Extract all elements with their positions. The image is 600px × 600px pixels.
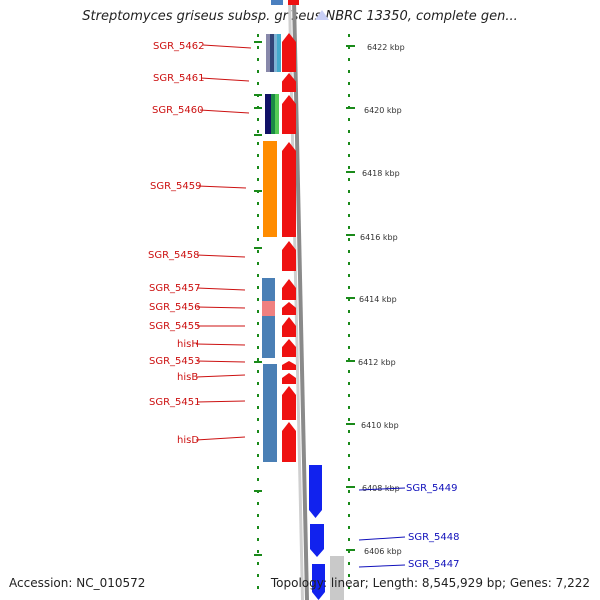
leader-line	[196, 360, 246, 363]
feature-block	[266, 34, 270, 72]
feature-block	[265, 94, 271, 134]
feature-block	[275, 94, 279, 134]
gene-arrow-reverse	[310, 524, 324, 557]
gene-arrow-reverse	[312, 564, 325, 600]
partial-arrow-top	[315, 10, 329, 20]
gene-arrow-forward	[282, 361, 296, 370]
gene-label: SGR_5458	[148, 250, 200, 261]
leader-line	[197, 185, 247, 189]
gene-arrow-forward	[282, 339, 296, 357]
gene-arrow-forward	[282, 33, 296, 72]
gene-label: hisB	[177, 372, 198, 383]
gene-label: hisD	[177, 435, 199, 446]
feature-block	[262, 301, 275, 316]
gene-arrow-forward	[282, 279, 296, 300]
axis-label: 6422 kbp	[367, 43, 405, 52]
feature-block	[274, 34, 277, 72]
axis-label: 6406 kbp	[364, 547, 402, 556]
leader-line	[358, 487, 406, 491]
gene-arrow-forward	[282, 373, 296, 384]
gene-label: SGR_5460	[152, 105, 204, 116]
gene-label: SGR_5461	[153, 73, 205, 84]
axis-label: 6416 kbp	[360, 233, 398, 242]
gene-arrow-forward	[282, 142, 296, 237]
partial-feature-top	[271, 0, 283, 5]
gene-arrow-forward	[282, 317, 296, 337]
leader-line	[195, 374, 246, 378]
gene-label: SGR_5448	[408, 532, 460, 543]
gene-label: SGR_5456	[149, 302, 201, 313]
leader-line	[196, 254, 246, 258]
feature-block	[263, 364, 277, 462]
genome-summary-text: Topology: linear; Length: 8,545,929 bp; …	[270, 576, 590, 590]
genome-title: Streptomyces griseus subsp. griseus NBRC…	[82, 9, 518, 24]
gene-label: SGR_5447	[408, 559, 460, 570]
axis-label: 6414 kbp	[359, 295, 397, 304]
axis-label: 6410 kbp	[361, 421, 399, 430]
accession-text: Accession: NC_010572	[9, 576, 146, 590]
gene-label: SGR_5462	[153, 41, 205, 52]
partial-feature-top	[288, 0, 299, 5]
gene-arrow-reverse	[309, 465, 322, 518]
leader-line	[196, 287, 246, 291]
gene-label: SGR_5455	[149, 321, 201, 332]
axis-label: 6420 kbp	[364, 106, 402, 115]
feature-block	[271, 94, 275, 134]
leader-line	[196, 400, 246, 403]
axis-label: 6408 kbp	[362, 484, 400, 493]
leader-line	[200, 77, 250, 82]
leader-line	[195, 436, 246, 441]
genome-backbone	[292, 0, 309, 600]
leader-line	[199, 109, 250, 114]
feature-block	[262, 316, 275, 358]
gene-arrow-forward	[282, 73, 296, 92]
leader-line	[202, 44, 252, 49]
leader-line	[358, 564, 406, 568]
gene-arrow-forward	[282, 386, 296, 420]
gene-arrow-forward	[282, 302, 296, 315]
gene-arrow-forward	[282, 422, 296, 462]
axis-label: 6418 kbp	[362, 169, 400, 178]
gene-label: SGR_5453	[149, 356, 201, 367]
gene-arrow-forward	[282, 95, 296, 134]
leader-line	[196, 306, 246, 309]
gene-arrow-forward	[282, 241, 296, 271]
gene-label: hisH	[177, 339, 199, 350]
leader-line	[358, 536, 406, 541]
feature-block	[277, 34, 281, 72]
axis-label: 6412 kbp	[358, 358, 396, 367]
gene-label: SGR_5459	[150, 181, 202, 192]
feature-block-grey	[330, 556, 344, 600]
feature-block	[270, 34, 274, 72]
gene-label: SGR_5457	[149, 283, 201, 294]
leader-line	[195, 343, 246, 346]
gene-label: SGR_5449	[406, 483, 458, 494]
feature-block	[262, 278, 275, 301]
feature-block	[263, 141, 277, 237]
gene-label: SGR_5451	[149, 397, 201, 408]
